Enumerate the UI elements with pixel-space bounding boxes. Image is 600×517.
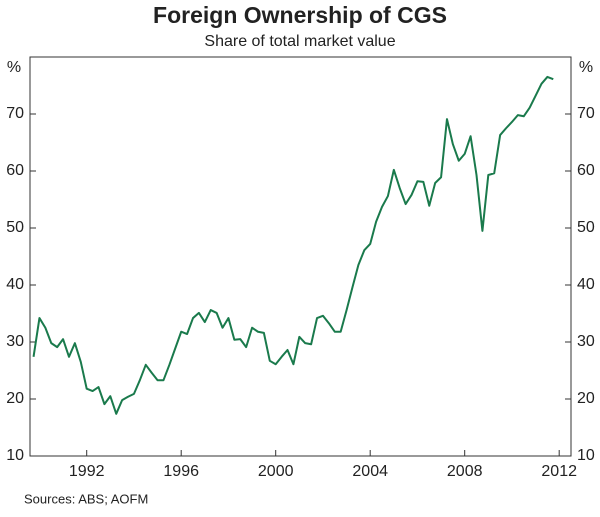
y-tick-label: 50 <box>6 219 24 236</box>
y-tick-label: 70 <box>6 105 24 122</box>
y-tick-label-right: 10 <box>577 447 595 464</box>
chart-title: Foreign Ownership of CGS <box>153 2 447 28</box>
x-tick-label: 1996 <box>163 463 199 480</box>
y-tick-label: 10 <box>6 447 24 464</box>
y-tick-label-right: 70 <box>577 105 595 122</box>
y-tick-label: 30 <box>6 333 24 350</box>
y-tick-label-right: 60 <box>577 162 595 179</box>
y-tick-label-right: 50 <box>577 219 595 236</box>
y-unit-left: % <box>7 59 21 76</box>
y-unit-right: % <box>579 59 593 76</box>
y-tick-label-right: 30 <box>577 333 595 350</box>
chart-subtitle: Share of total market value <box>204 33 395 50</box>
x-tick-label: 2004 <box>352 463 388 480</box>
plot-frame <box>29 56 572 457</box>
y-tick-label-right: 20 <box>577 390 595 407</box>
source-note: Sources: ABS; AOFM <box>24 491 148 506</box>
data-line <box>32 75 554 415</box>
x-tick-label: 2000 <box>258 463 294 480</box>
x-tick-label: 1992 <box>69 463 105 480</box>
x-tick-label: 2008 <box>447 463 483 480</box>
y-tick-label: 20 <box>6 390 24 407</box>
x-tick-label: 2012 <box>541 463 577 480</box>
y-tick-label-right: 40 <box>577 276 595 293</box>
y-tick-label: 40 <box>6 276 24 293</box>
y-tick-label: 60 <box>6 162 24 179</box>
